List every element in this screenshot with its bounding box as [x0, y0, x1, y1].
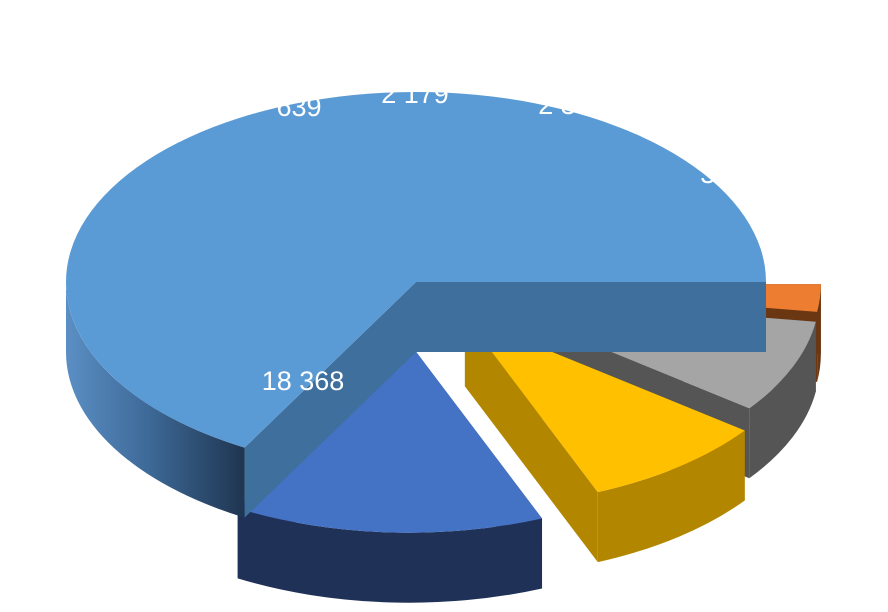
labels-layer: 18 368 3 941 2 348 2 179 639	[262, 79, 768, 396]
slice-value-label: 3 941	[700, 159, 768, 189]
slice-outer-wall	[237, 508, 543, 603]
pie-slice-group	[66, 91, 767, 518]
slice-outer-wall	[817, 284, 821, 382]
slice-value-label: 18 368	[262, 366, 345, 396]
slices-layer	[66, 91, 821, 603]
slice-start-face	[416, 282, 766, 352]
slice-end-face	[244, 282, 416, 518]
pie-slice	[464, 316, 745, 493]
pie-slice-group	[237, 342, 543, 603]
slice-value-label: 639	[276, 92, 321, 122]
slice-value-label: 2 348	[538, 90, 606, 120]
slice-outer-wall	[66, 282, 245, 518]
pie-slice-group	[464, 316, 745, 563]
slice-value-label: 2 179	[381, 79, 449, 109]
slice-outer-wall	[597, 430, 745, 563]
slice-outer-wall	[749, 321, 816, 479]
pie-slice	[66, 91, 767, 448]
pie-slice	[237, 342, 543, 533]
